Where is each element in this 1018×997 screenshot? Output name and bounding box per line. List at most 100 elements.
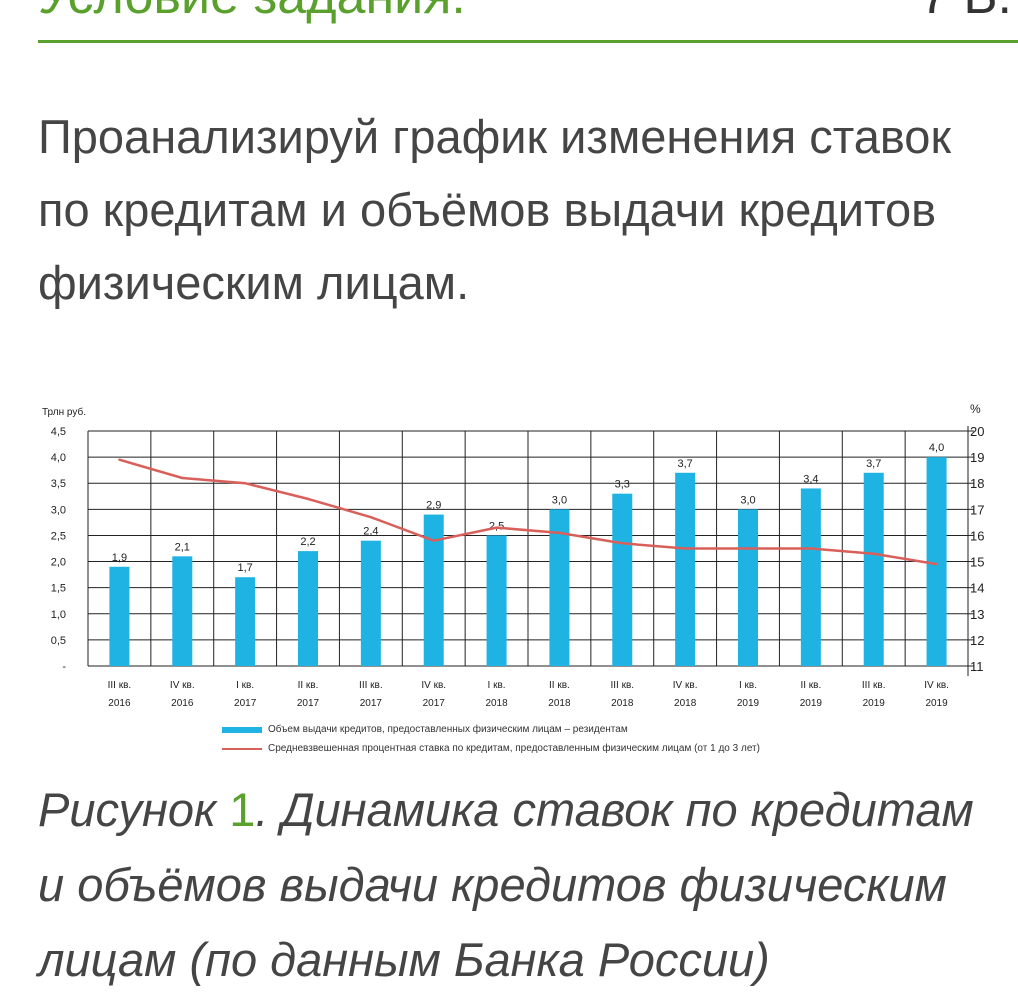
y-tick-label: 4,0 bbox=[51, 452, 66, 464]
caption-prefix: Рисунок bbox=[38, 783, 230, 836]
x-tick-label-quarter: I кв. bbox=[236, 680, 254, 691]
rate-point bbox=[432, 539, 435, 542]
bar bbox=[486, 535, 507, 666]
x-tick-label-year: 2018 bbox=[548, 698, 571, 709]
rate-point bbox=[683, 547, 687, 550]
legend-label-rate: Средневзвешенная процентная ставка по кр… bbox=[268, 743, 760, 754]
y-tick-label: 3,5 bbox=[51, 478, 66, 490]
x-tick-label-quarter: III кв. bbox=[610, 680, 634, 691]
rate-point bbox=[118, 458, 121, 461]
x-tick-label-quarter: I кв. bbox=[488, 680, 506, 691]
x-tick-label-quarter: III кв. bbox=[359, 680, 383, 691]
y2-tick-label: 16 bbox=[970, 528, 984, 543]
x-tick-label-year: 2017 bbox=[423, 698, 446, 709]
x-tick-label-year: 2019 bbox=[925, 698, 948, 709]
chart: - 0,5 1,0 1,5 2,0 2,5 3,0 3,5 4,0 4,5 11 12 13 14 15 16… bbox=[42, 402, 984, 709]
x-tick-label-year: 2017 bbox=[360, 698, 383, 709]
bar bbox=[172, 556, 193, 666]
legend-label-volume: Объем выдачи кредитов, предоставленных ф… bbox=[268, 724, 628, 735]
rate-line bbox=[119, 458, 937, 566]
y-tick-label: - bbox=[62, 661, 66, 673]
x-tick-label-quarter: I кв. bbox=[739, 680, 757, 691]
rate-point bbox=[243, 482, 247, 485]
x-tick-label-year: 2018 bbox=[485, 698, 508, 709]
bar-value-label: 3,7 bbox=[677, 458, 692, 470]
y-tick-label: 2,0 bbox=[51, 557, 66, 569]
x-tick-label-quarter: IV кв. bbox=[673, 680, 698, 691]
header-divider bbox=[38, 40, 1018, 43]
legend-item-volume: Объем выдачи кредитов, предоставленных ф… bbox=[222, 720, 760, 739]
bar bbox=[800, 488, 821, 666]
y2-tick-label: 14 bbox=[970, 581, 984, 596]
x-tick-label-quarter: IV кв. bbox=[170, 680, 195, 691]
rate-point bbox=[306, 497, 310, 501]
bar-value-label: 3,7 bbox=[866, 458, 881, 470]
x-tick-label-year: 2018 bbox=[674, 698, 697, 709]
rate-point bbox=[369, 515, 373, 519]
x-tick-label-quarter: II кв. bbox=[298, 680, 319, 691]
figure-caption: Рисунок 1. Динамика ставок по кредитам и… bbox=[38, 772, 1008, 997]
legend-swatch-bar bbox=[222, 726, 262, 733]
rate-point bbox=[495, 526, 498, 529]
caption-number: 1 bbox=[229, 783, 256, 836]
y-tick-label: 4,5 bbox=[51, 426, 66, 438]
rate-point bbox=[872, 552, 875, 555]
y-tick-label: 2,5 bbox=[51, 530, 66, 542]
y2-tick-label: 20 bbox=[970, 424, 984, 439]
header-title: Условие задания: bbox=[38, 0, 466, 26]
rate-point bbox=[746, 547, 750, 550]
bar-value-label: 2,9 bbox=[426, 500, 441, 512]
bar-value-label: 2,2 bbox=[300, 536, 315, 548]
y2-tick-label: 13 bbox=[970, 607, 984, 622]
bar-value-label: 1,9 bbox=[112, 552, 127, 564]
bar-value-label: 2,1 bbox=[175, 541, 190, 553]
y2-axis-label: % bbox=[970, 402, 981, 416]
x-tick-label-year: 2019 bbox=[737, 698, 760, 709]
y-tick-label: 1,0 bbox=[51, 609, 66, 621]
x-tick-label-year: 2016 bbox=[108, 698, 131, 709]
bar bbox=[298, 551, 318, 666]
y-axis-label: Трлн руб. bbox=[42, 406, 86, 418]
bar-value-label: 3,4 bbox=[803, 473, 818, 485]
bar bbox=[360, 540, 381, 666]
y2-tick-label: 12 bbox=[970, 633, 984, 648]
chart-legend: Объем выдачи кредитов, предоставленных ф… bbox=[222, 720, 760, 758]
x-tick-label-year: 2019 bbox=[863, 698, 886, 709]
bar bbox=[235, 577, 256, 666]
x-tick-label-quarter: III кв. bbox=[862, 680, 886, 691]
y2-tick-label: 18 bbox=[970, 476, 984, 491]
y2-tick-label: 19 bbox=[970, 450, 984, 465]
x-tick-label-quarter: II кв. bbox=[549, 680, 570, 691]
bar-value-label: 1,7 bbox=[237, 562, 252, 574]
bar bbox=[926, 457, 947, 666]
x-tick-label-year: 2017 bbox=[297, 698, 320, 709]
rate-point bbox=[935, 562, 938, 566]
y2-tick-label: 15 bbox=[970, 555, 984, 570]
legend-item-rate: Средневзвешенная процентная ставка по кр… bbox=[222, 739, 760, 758]
x-tick-label-year: 2019 bbox=[800, 698, 823, 709]
caption-text: . Динамика ставок по кредитам и объёмов … bbox=[38, 783, 974, 986]
bar bbox=[109, 566, 130, 666]
task-text: Проанализируй график изменения ставок по… bbox=[38, 110, 952, 309]
x-tick-label-year: 2018 bbox=[611, 698, 634, 709]
header-points: 7 Б. bbox=[920, 0, 1012, 26]
bar-value-label: 3,0 bbox=[740, 494, 755, 506]
x-tick-label-year: 2017 bbox=[234, 698, 257, 709]
x-tick-label-quarter: IV кв. bbox=[421, 680, 446, 691]
x-tick-label-quarter: IV кв. bbox=[924, 680, 949, 691]
y-tick-label: 3,0 bbox=[51, 504, 66, 516]
bar bbox=[675, 472, 696, 666]
y2-tick-label: 17 bbox=[970, 502, 984, 517]
rate-point bbox=[558, 531, 561, 535]
bar-value-label: 4,0 bbox=[929, 442, 944, 454]
rate-point bbox=[809, 547, 813, 550]
bar-value-label: 3,3 bbox=[615, 479, 630, 491]
x-tick-label-year: 2016 bbox=[171, 698, 194, 709]
rate-point bbox=[181, 476, 184, 480]
bar bbox=[738, 509, 758, 666]
x-tick-label-quarter: II кв. bbox=[800, 680, 821, 691]
rate-point bbox=[621, 542, 624, 545]
bar bbox=[549, 509, 570, 666]
bar-value-label: 3,0 bbox=[552, 494, 567, 506]
bar bbox=[612, 493, 633, 666]
